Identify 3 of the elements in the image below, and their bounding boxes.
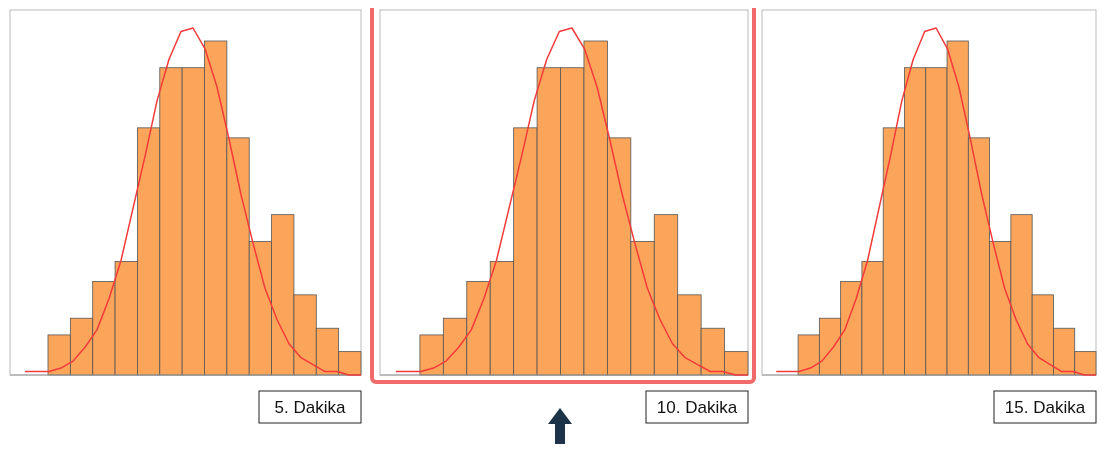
text: 15. Dakika — [1004, 398, 1086, 417]
text: 5. Dakika — [274, 398, 346, 417]
text: 10. Dakika — [656, 398, 738, 417]
